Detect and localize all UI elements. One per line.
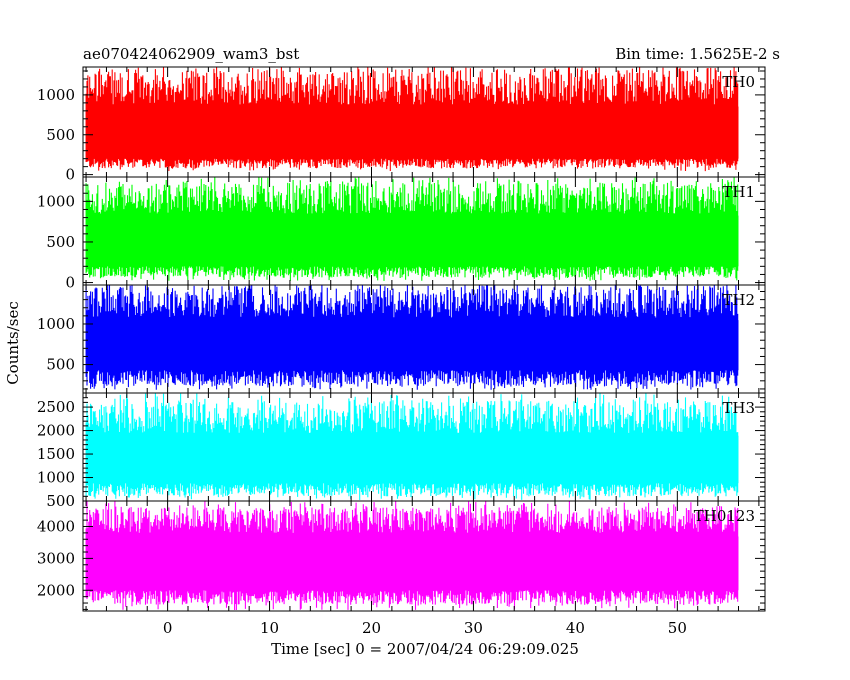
y-tick-label: 4000	[37, 518, 75, 536]
panel-th1: 0 500 1000 TH1	[37, 176, 766, 292]
series-th0123	[85, 501, 739, 610]
series-core	[86, 215, 739, 267]
x-tick-label: 10	[260, 619, 279, 637]
x-tick-label: 0	[163, 619, 173, 637]
x-tick-labels: 0 10 20 30 40 50	[163, 619, 687, 637]
panels-group: 05001000TH005001000TH15001000TH250010001…	[37, 66, 766, 637]
series-core	[86, 106, 739, 159]
chart-subtitle: Bin time: 1.5625E-2 s	[615, 45, 780, 63]
x-tick-label: 30	[464, 619, 483, 637]
y-tick-label: 500	[46, 492, 75, 510]
y-tick-label: 1000	[37, 469, 75, 487]
series-th0	[85, 67, 739, 172]
y-tick-label: 2000	[37, 422, 75, 440]
y-tick-label: 0	[65, 166, 75, 184]
series-core	[86, 435, 739, 484]
y-tick-label: 2500	[37, 398, 75, 416]
series-core	[86, 536, 739, 591]
panel-label: TH0123	[694, 507, 755, 525]
panel-label: TH1	[722, 183, 755, 201]
y-tick-label: 1500	[37, 445, 75, 463]
panel-label: TH0	[722, 73, 755, 91]
y-tick-label: 0	[65, 274, 75, 292]
series-core	[86, 320, 739, 371]
series-th2	[85, 285, 739, 390]
y-tick-label: 500	[46, 356, 75, 374]
y-tick-label: 3000	[37, 549, 75, 567]
y-tick-label: 1000	[37, 315, 75, 333]
series-th3	[85, 393, 739, 500]
y-tick-label: 500	[46, 126, 75, 144]
x-tick-label: 50	[668, 619, 687, 637]
panel-label: TH2	[722, 291, 755, 309]
panel-frame	[82, 500, 766, 612]
panel-th0: 0 500 1000 TH0	[37, 66, 766, 184]
x-tick-label: 20	[362, 619, 381, 637]
y-tick-label: 1000	[37, 86, 75, 104]
panel-th3: 500 1000 1500 2000 2500 TH3	[37, 392, 766, 510]
chart-title: ae070424062909_wam3_bst	[83, 45, 299, 63]
panel-th2: 500 1000 TH2	[37, 284, 766, 394]
series-th1	[85, 177, 739, 281]
panel-th0123: 2000 3000 4000 TH0123	[37, 500, 766, 612]
panel-label: TH3	[722, 399, 755, 417]
y-tick-label: 500	[46, 233, 75, 251]
x-tick-label: 40	[566, 619, 585, 637]
y-tick-label: 2000	[37, 581, 75, 599]
x-axis-label: Time [sec] 0 = 2007/04/24 06:29:09.025	[271, 640, 579, 658]
y-axis-label: Counts/sec	[4, 301, 22, 385]
y-tick-label: 1000	[37, 192, 75, 210]
